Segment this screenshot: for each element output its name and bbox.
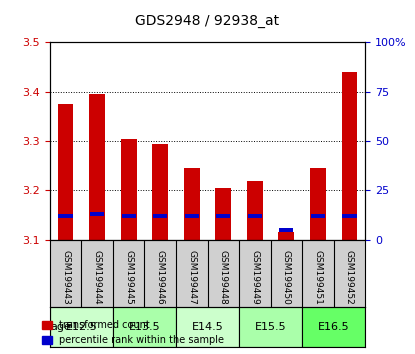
- Text: GSM199452: GSM199452: [345, 250, 354, 305]
- Text: GSM199447: GSM199447: [187, 250, 196, 305]
- Text: GSM199450: GSM199450: [282, 250, 291, 305]
- Text: GSM199449: GSM199449: [250, 250, 259, 305]
- Text: GDS2948 / 92938_at: GDS2948 / 92938_at: [135, 14, 280, 28]
- Bar: [59, 214, 73, 218]
- Text: E15.5: E15.5: [255, 322, 286, 332]
- FancyBboxPatch shape: [113, 308, 176, 347]
- Bar: [215, 188, 231, 240]
- Text: GSM199448: GSM199448: [219, 250, 228, 305]
- Bar: [122, 214, 136, 218]
- Bar: [248, 214, 262, 218]
- FancyBboxPatch shape: [50, 308, 113, 347]
- Bar: [216, 214, 230, 218]
- Bar: [185, 214, 199, 218]
- Text: GSM199451: GSM199451: [313, 250, 322, 305]
- Bar: [90, 212, 104, 216]
- FancyBboxPatch shape: [239, 308, 302, 347]
- Text: GSM199446: GSM199446: [156, 250, 165, 305]
- Bar: [247, 181, 263, 240]
- Text: GSM199445: GSM199445: [124, 250, 133, 305]
- Bar: [278, 233, 294, 240]
- Bar: [310, 168, 326, 240]
- Bar: [184, 168, 200, 240]
- Bar: [279, 228, 293, 232]
- Text: E12.5: E12.5: [66, 322, 97, 332]
- Text: age: age: [51, 322, 71, 332]
- Bar: [342, 72, 357, 240]
- Bar: [89, 94, 105, 240]
- Bar: [58, 104, 73, 240]
- Bar: [342, 214, 356, 218]
- Text: E13.5: E13.5: [129, 322, 160, 332]
- FancyBboxPatch shape: [176, 308, 239, 347]
- Bar: [152, 144, 168, 240]
- Text: E14.5: E14.5: [192, 322, 223, 332]
- Text: GSM199444: GSM199444: [93, 250, 102, 304]
- Bar: [153, 214, 167, 218]
- Text: E16.5: E16.5: [318, 322, 349, 332]
- Bar: [121, 139, 137, 240]
- Bar: [311, 214, 325, 218]
- FancyBboxPatch shape: [302, 308, 365, 347]
- Legend: transformed count, percentile rank within the sample: transformed count, percentile rank withi…: [38, 316, 228, 349]
- Text: GSM199443: GSM199443: [61, 250, 70, 305]
